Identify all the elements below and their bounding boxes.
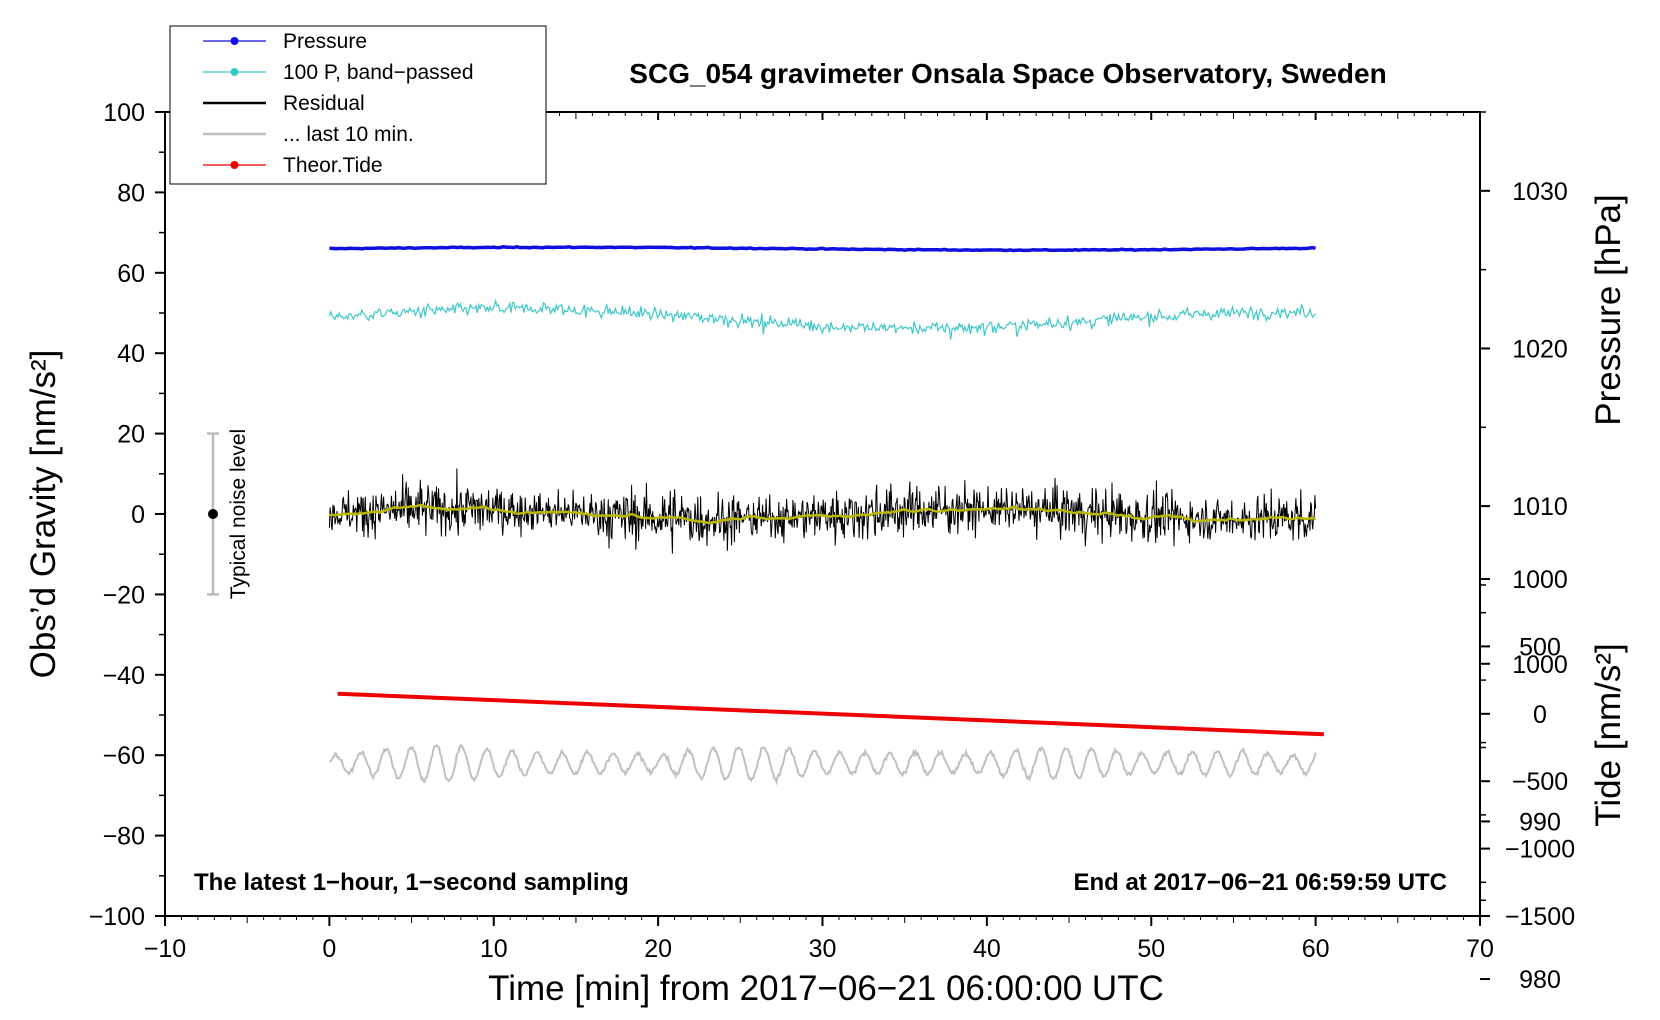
y-tick-label: −40: [103, 662, 145, 690]
x-tick-label: 50: [1137, 935, 1165, 963]
series-pressure-line: [329, 244, 1316, 253]
y-tick-label: 80: [117, 179, 145, 207]
pressure-tick-label: 990: [1519, 808, 1561, 836]
tide-tick-label: −1500: [1505, 903, 1575, 931]
y-tick-label: 20: [117, 421, 145, 449]
x-axis-label: Time [min] from 2017−06−21 06:00:00 UTC: [488, 969, 1164, 1008]
series-theor-tide-line: [337, 691, 1324, 737]
pressure-tick-label: 1010: [1512, 493, 1568, 521]
footer-left-note: The latest 1−hour, 1−second sampling: [194, 869, 629, 896]
x-tick-label: 10: [480, 935, 508, 963]
series-last10min-line: [328, 743, 1317, 786]
tide-tick-label: 1000: [1512, 566, 1568, 594]
y-axis-label-left: Obs’d Gravity [nm/s²]: [24, 350, 63, 679]
y-tick-label: 100: [103, 99, 145, 127]
tide-tick-label: −500: [1512, 768, 1568, 796]
legend-label: ... last 10 min.: [283, 123, 414, 146]
y-tick-label: 60: [117, 260, 145, 288]
y-tick-label: 0: [131, 501, 145, 529]
y-axis-label-tide: Tide [nm/s²]: [1589, 643, 1628, 826]
tide-tick-label: −1000: [1505, 836, 1575, 864]
x-tick-label: 60: [1302, 935, 1330, 963]
x-tick-label: 0: [322, 935, 336, 963]
pressure-tick-label: 1030: [1512, 178, 1568, 206]
y-tick-label: −80: [103, 823, 145, 851]
legend-marker: [230, 161, 239, 169]
legend-marker: [230, 68, 239, 76]
legend-label: Pressure: [283, 30, 367, 53]
axes-layer: −10 0 10 20 30 40 50 60 70100806040200−20−40−60−…: [24, 99, 1628, 994]
noise-level-indicator: Typical noise level: [207, 429, 250, 599]
x-tick-label: 30: [809, 935, 837, 963]
series-residual-smoothed-line: [329, 503, 1317, 525]
y-tick-label: −100: [89, 903, 145, 931]
pressure-tick-label: 1020: [1512, 335, 1568, 363]
series-bandpassed-line: [328, 298, 1317, 340]
x-tick-label: 70: [1466, 935, 1494, 963]
tide-tick-label: 500: [1519, 633, 1561, 661]
x-tick-label: 40: [973, 935, 1001, 963]
noise-bar-center-dot: [208, 509, 218, 519]
pressure-tick-label: 980: [1519, 966, 1561, 994]
legend-marker: [230, 37, 239, 45]
legend-label: Residual: [283, 92, 365, 115]
pressure-tick-label: 1000: [1512, 651, 1568, 679]
x-tick-label: −10: [144, 935, 186, 963]
legend-label: 100 P, band−passed: [283, 61, 474, 84]
legend-box: [169, 25, 547, 185]
tide-tick-label: 0: [1533, 701, 1547, 729]
series-layer: [328, 244, 1324, 786]
x-tick-label: 20: [644, 935, 672, 963]
y-tick-label: −20: [103, 581, 145, 609]
y-axis-label-pressure: Pressure [hPa]: [1589, 194, 1628, 426]
legend-label: Theor.Tide: [283, 154, 383, 177]
chart-title: SCG_054 gravimeter Onsala Space Observat…: [629, 58, 1386, 89]
noise-level-label: Typical noise level: [227, 429, 250, 599]
legend: Pressure 100 P, band−passed Residual ... la…: [169, 25, 547, 185]
footer-right-note: End at 2017−06−21 06:59:59 UTC: [1073, 869, 1447, 896]
y-tick-label: 40: [117, 340, 145, 368]
y-tick-label: −60: [103, 742, 145, 770]
